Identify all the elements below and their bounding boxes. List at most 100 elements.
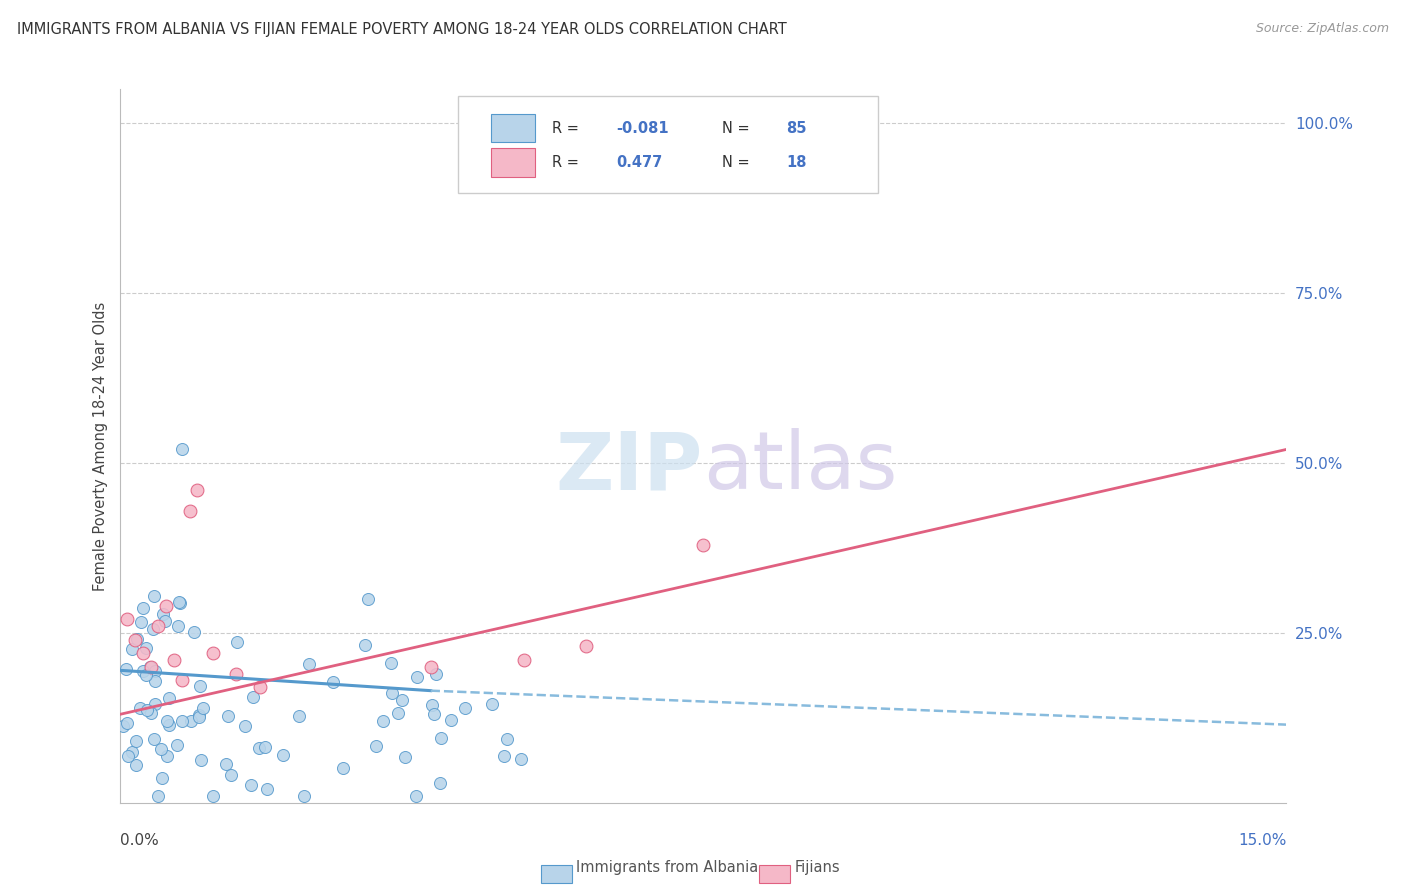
Point: [163, 653, 186, 667]
Point: [387, 706, 409, 720]
Point: [190, 754, 212, 768]
Point: [233, 719, 256, 733]
Point: [492, 748, 515, 763]
Text: -0.081: -0.081: [617, 120, 669, 136]
Point: [247, 741, 270, 756]
Text: R =: R =: [553, 120, 583, 136]
Point: [496, 732, 519, 747]
Point: [170, 442, 193, 457]
Point: [201, 646, 224, 660]
Point: [124, 757, 146, 772]
Point: [357, 591, 380, 606]
Point: [117, 612, 139, 626]
Point: [373, 714, 395, 729]
Point: [510, 752, 533, 766]
Point: [249, 680, 271, 694]
Point: [453, 700, 475, 714]
Point: [217, 709, 239, 723]
Point: [425, 667, 447, 681]
Y-axis label: Female Poverty Among 18-24 Year Olds: Female Poverty Among 18-24 Year Olds: [93, 301, 108, 591]
Point: [153, 614, 176, 628]
Point: [422, 706, 444, 721]
Point: [225, 666, 247, 681]
Point: [136, 703, 159, 717]
Text: 85: 85: [786, 120, 807, 136]
Point: [152, 607, 174, 621]
Point: [129, 701, 152, 715]
Bar: [491, 114, 534, 143]
Point: [148, 789, 170, 803]
Point: [239, 778, 262, 792]
Point: [186, 483, 208, 498]
Point: [132, 601, 155, 615]
Point: [112, 718, 135, 732]
Point: [420, 698, 443, 712]
Point: [394, 749, 416, 764]
Point: [115, 716, 138, 731]
Point: [692, 537, 714, 551]
Point: [135, 641, 157, 656]
Point: [179, 503, 201, 517]
Point: [148, 619, 170, 633]
Point: [143, 589, 166, 603]
Text: Immigrants from Albania: Immigrants from Albania: [576, 860, 759, 874]
Point: [242, 690, 264, 704]
Point: [406, 670, 429, 684]
Point: [114, 662, 136, 676]
Point: [187, 707, 209, 722]
Point: [156, 714, 179, 728]
Point: [139, 660, 162, 674]
Point: [381, 686, 404, 700]
Point: [481, 697, 503, 711]
Point: [430, 731, 453, 746]
Point: [121, 642, 143, 657]
Point: [298, 657, 321, 672]
Point: [124, 632, 146, 647]
Text: 0.477: 0.477: [617, 155, 662, 170]
Point: [575, 640, 598, 654]
Point: [254, 740, 277, 755]
Text: N =: N =: [721, 120, 754, 136]
Point: [166, 738, 188, 752]
Point: [183, 625, 205, 640]
Point: [142, 622, 165, 636]
Text: R =: R =: [553, 155, 589, 170]
Point: [170, 673, 193, 688]
Point: [135, 667, 157, 681]
Point: [167, 619, 190, 633]
Point: [169, 596, 191, 610]
Text: 18: 18: [786, 155, 807, 170]
Point: [143, 664, 166, 678]
Point: [124, 734, 146, 748]
Point: [167, 595, 190, 609]
Point: [157, 690, 180, 705]
Point: [145, 697, 167, 711]
Point: [191, 701, 214, 715]
Point: [769, 116, 792, 130]
Point: [219, 768, 242, 782]
Point: [157, 718, 180, 732]
Point: [380, 657, 402, 671]
Point: [292, 789, 315, 803]
Text: 15.0%: 15.0%: [1239, 833, 1286, 847]
Text: N =: N =: [721, 155, 754, 170]
Point: [117, 749, 139, 764]
Point: [143, 674, 166, 689]
Text: ZIP: ZIP: [555, 428, 703, 507]
Point: [215, 756, 238, 771]
Point: [143, 731, 166, 746]
Point: [405, 789, 427, 803]
Point: [149, 742, 172, 756]
Point: [322, 675, 344, 690]
Point: [226, 634, 249, 648]
Point: [129, 615, 152, 629]
Point: [429, 776, 451, 790]
Point: [156, 749, 179, 764]
Point: [132, 664, 155, 678]
Point: [513, 653, 536, 667]
Point: [150, 772, 173, 786]
Text: 0.0%: 0.0%: [120, 833, 159, 847]
Point: [332, 761, 354, 775]
Point: [201, 789, 224, 803]
Point: [139, 660, 162, 674]
